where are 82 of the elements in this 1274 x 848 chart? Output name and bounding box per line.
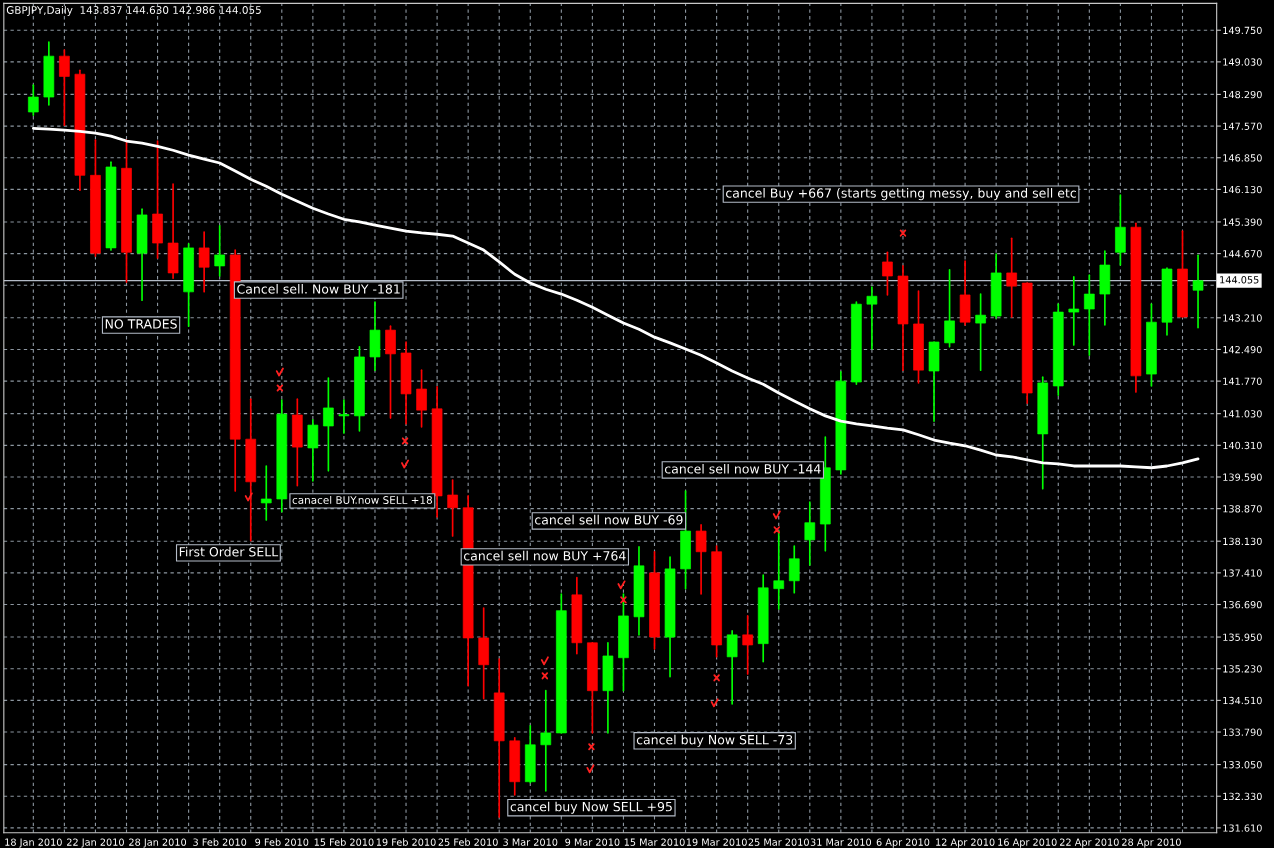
candlestick	[975, 293, 986, 371]
candlestick	[773, 530, 785, 610]
annotation: cancel sell now BUY -69	[535, 514, 683, 525]
candlestick	[385, 325, 396, 419]
candlestick	[28, 84, 39, 116]
y-tick-label: 146.850	[1223, 154, 1262, 162]
candlestick	[307, 418, 319, 482]
y-tick-label: 133.790	[1223, 728, 1262, 736]
y-tick-label: 149.030	[1223, 58, 1262, 66]
x-tick-label: 12 Apr 2010	[936, 838, 995, 848]
annotation: Cancel sell. Now BUY -181	[237, 284, 400, 294]
annotation: canacel BUY.now SELL +18	[292, 495, 432, 504]
x-tick-label: 19 Mar 2010	[686, 838, 747, 846]
candlestick	[447, 479, 458, 537]
candlestick	[323, 377, 334, 472]
candlestick	[726, 630, 738, 705]
candlestick	[59, 49, 70, 127]
y-tick-label: 133.050	[1223, 761, 1262, 769]
y-tick-label: 145.390	[1223, 218, 1262, 226]
x-tick-label: 9 Mar 2010	[565, 838, 620, 846]
x-tick-label: 25 Feb 2010	[438, 838, 498, 846]
candlestick	[1192, 254, 1204, 329]
candlestick	[866, 286, 878, 350]
y-tick-label: 142.490	[1223, 345, 1262, 354]
y-tick-label: 144.670	[1223, 250, 1262, 258]
y-tick-label: 134.510	[1223, 696, 1262, 705]
candlestick	[540, 689, 552, 792]
x-tick-label: 28 Jan 2010	[129, 838, 187, 848]
candlestick	[1068, 276, 1080, 346]
x-tick-label: 19 Feb 2010	[376, 838, 436, 846]
annotation: cancel sell now BUY +764	[464, 550, 626, 561]
x-tick-label: 3 Mar 2010	[503, 838, 558, 846]
annotation: First Order SELL	[179, 546, 279, 557]
x-tick-label: 31 Mar 2010	[810, 838, 872, 846]
annotation: NO TRADES	[105, 319, 177, 329]
candlestick	[338, 399, 350, 434]
x-tick-label: 15 Feb 2010	[314, 838, 374, 846]
y-tick-label: 136.690	[1223, 600, 1262, 609]
candlestick	[1084, 274, 1095, 357]
annotation: cancel buy Now SELL -73	[636, 734, 793, 747]
candlestick	[944, 269, 955, 348]
y-tick-label: 146.130	[1223, 185, 1262, 194]
y-tick-label: 149.750	[1223, 26, 1262, 35]
candlestick	[804, 501, 816, 566]
x-tick-label: 6 Apr 2010	[876, 838, 930, 848]
y-tick-label: 140.310	[1223, 441, 1262, 450]
y-tick-label: 135.950	[1223, 633, 1262, 641]
annotation: cancel sell now BUY -144	[664, 463, 821, 474]
x-tick-label: 25 Mar 2010	[748, 838, 809, 846]
ref-line-label: 144.055	[1220, 276, 1259, 284]
x-tick-label: 22 Jan 2010	[67, 838, 124, 848]
x-tick-label: 16 Apr 2010	[998, 838, 1057, 848]
chart-title: GBPJPY,Daily 143.837 144.630 142.986 144.055	[6, 5, 261, 16]
annotation: cancel buy Now SELL +95	[510, 801, 672, 814]
candlestick	[882, 251, 893, 296]
y-tick-label: 139.590	[1223, 473, 1262, 481]
y-tick-label: 147.570	[1223, 122, 1262, 130]
y-tick-label: 138.870	[1223, 505, 1262, 513]
y-tick-label: 143.210	[1223, 314, 1262, 322]
x-tick-label: 22 Apr 2010	[1059, 838, 1119, 848]
annotation: cancel Buy +667 (starts getting messy, buy and sell etc	[726, 188, 1076, 201]
x-tick-label: 3 Feb 2010	[193, 838, 247, 846]
x-tick-label: 15 Mar 2010	[624, 838, 685, 846]
y-tick-label: 132.330	[1223, 792, 1262, 801]
candlestick	[198, 231, 210, 293]
y-tick-label: 148.290	[1223, 90, 1262, 99]
x-tick-label: 9 Feb 2010	[255, 838, 309, 846]
candlestick	[742, 615, 753, 675]
y-tick-label: 138.130	[1223, 537, 1262, 546]
y-tick-label: 135.230	[1223, 665, 1262, 673]
candlestick	[416, 369, 427, 428]
candlestick	[260, 465, 272, 521]
candlestick	[1006, 237, 1017, 318]
candlestick	[695, 524, 707, 595]
x-tick-label: 28 Apr 2010	[1122, 838, 1181, 848]
candlestick	[214, 225, 225, 277]
x-tick-label: 18 Jan 2010	[5, 838, 62, 848]
y-tick-label: 137.410	[1223, 569, 1262, 577]
candlestick	[788, 545, 800, 594]
y-tick-label: 141.030	[1223, 410, 1262, 418]
y-tick-label: 131.610	[1223, 824, 1262, 832]
y-tick-label: 141.770	[1223, 377, 1262, 385]
